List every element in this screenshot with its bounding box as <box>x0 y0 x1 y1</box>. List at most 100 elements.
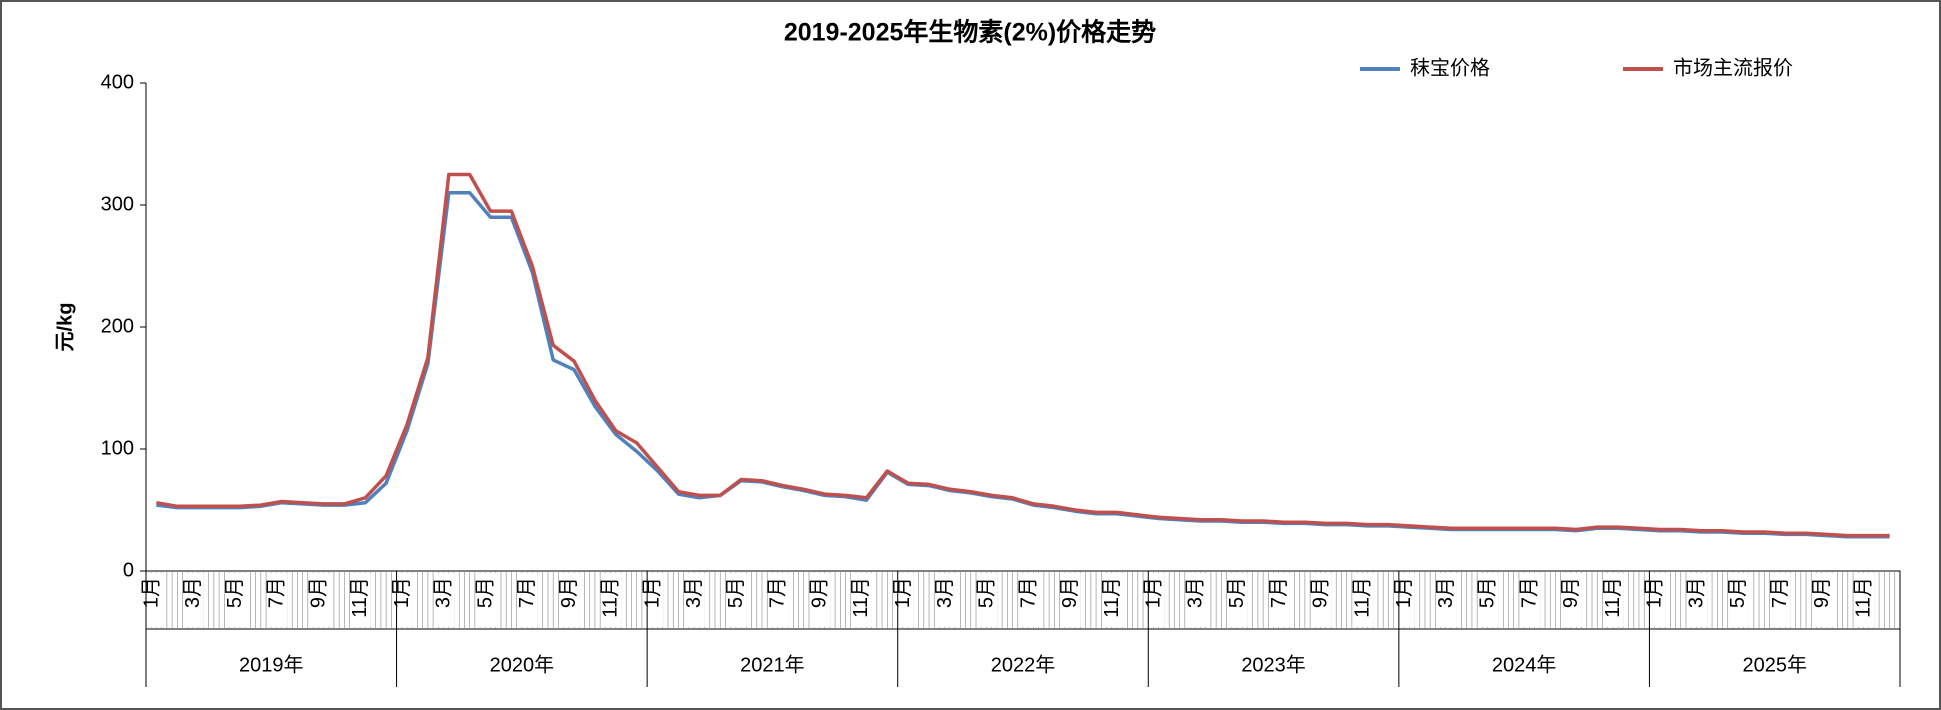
year-label: 2019年 <box>239 653 304 676</box>
x-label-bg <box>1854 573 1875 627</box>
year-label: 2022年 <box>991 653 1056 676</box>
x-tick-label: 7月 <box>1268 577 1290 608</box>
x-tick-label: 9月 <box>558 577 580 608</box>
x-label-bg <box>768 573 789 627</box>
y-tick-label: 100 <box>101 437 134 459</box>
x-tick-label: 7月 <box>1769 577 1791 608</box>
x-label-bg <box>183 573 204 627</box>
x-label-bg <box>476 573 497 627</box>
x-tick-label: 1月 <box>1143 577 1165 608</box>
x-tick-label: 7月 <box>767 577 789 608</box>
x-label-bg <box>1603 573 1624 627</box>
x-tick-label: 1月 <box>1644 577 1666 608</box>
x-label-bg <box>1144 573 1165 627</box>
x-label-bg <box>1561 573 1582 627</box>
series-line <box>156 172 1890 538</box>
y-tick-label: 200 <box>101 315 134 337</box>
x-tick-label: 9月 <box>1560 577 1582 608</box>
x-label-bg <box>601 573 622 627</box>
x-tick-label: 3月 <box>182 577 204 608</box>
x-label-bg <box>1687 573 1708 627</box>
x-tick-label: 11月 <box>600 577 622 618</box>
x-tick-label: 1月 <box>1393 577 1415 608</box>
x-tick-label: 9月 <box>1811 577 1833 608</box>
x-label-bg <box>392 573 413 627</box>
x-label-bg <box>309 573 330 627</box>
x-tick-label: 1月 <box>641 577 663 608</box>
x-label-bg <box>517 573 538 627</box>
x-tick-label: 3月 <box>934 577 956 608</box>
y-tick-label: 0 <box>123 559 134 581</box>
x-tick-label: 5月 <box>976 577 998 608</box>
x-tick-label: 5月 <box>725 577 747 608</box>
x-label-bg <box>1520 573 1541 627</box>
x-tick-label: 3月 <box>1685 577 1707 608</box>
x-label-bg <box>643 573 664 627</box>
x-tick-label: 11月 <box>1853 577 1875 618</box>
x-label-bg <box>1060 573 1081 627</box>
x-tick-label: 1月 <box>391 577 413 608</box>
x-label-bg <box>893 573 914 627</box>
x-tick-label: 9月 <box>1059 577 1081 608</box>
legend-label: 市场主流报价 <box>1673 56 1793 79</box>
x-label-bg <box>225 573 246 627</box>
x-label-bg <box>434 573 455 627</box>
year-label: 2021年 <box>740 653 805 676</box>
x-tick-label: 5月 <box>1477 577 1499 608</box>
x-label-bg <box>1394 573 1415 627</box>
x-label-bg <box>1478 573 1499 627</box>
x-label-bg <box>1770 573 1791 627</box>
y-tick-label: 300 <box>101 193 134 215</box>
x-label-bg <box>1353 573 1374 627</box>
x-tick-label: 11月 <box>1351 577 1373 618</box>
x-tick-label: 3月 <box>1184 577 1206 608</box>
year-label: 2024年 <box>1492 653 1557 676</box>
x-tick-label: 11月 <box>1602 577 1624 618</box>
x-tick-label: 7月 <box>516 577 538 608</box>
x-label-bg <box>142 573 162 627</box>
x-label-bg <box>726 573 747 627</box>
chart-title: 2019-2025年生物素(2%)价格走势 <box>784 18 1156 47</box>
x-label-bg <box>810 573 831 627</box>
x-label-bg <box>267 573 288 627</box>
x-label-bg <box>1728 573 1749 627</box>
x-label-bg <box>851 573 872 627</box>
x-label-bg <box>1645 573 1666 627</box>
x-tick-label: 3月 <box>433 577 455 608</box>
year-label: 2020年 <box>490 653 555 676</box>
x-tick-label: 5月 <box>474 577 496 608</box>
x-tick-label: 11月 <box>349 577 371 618</box>
x-tick-label: 9月 <box>808 577 830 608</box>
y-tick-label: 400 <box>101 71 134 93</box>
x-label-bg <box>935 573 956 627</box>
x-label-bg <box>1812 573 1833 627</box>
year-label: 2025年 <box>1742 653 1807 676</box>
x-tick-label: 7月 <box>1518 577 1540 608</box>
x-tick-label: 7月 <box>1017 577 1039 608</box>
x-label-bg <box>684 573 705 627</box>
x-label-bg <box>350 573 371 627</box>
x-label-bg <box>559 573 580 627</box>
x-label-bg <box>977 573 998 627</box>
x-label-bg <box>1186 573 1207 627</box>
x-tick-label: 7月 <box>266 577 288 608</box>
x-tick-label: 1月 <box>892 577 914 608</box>
x-label-bg <box>1227 573 1248 627</box>
x-tick-label: 11月 <box>1101 577 1123 618</box>
x-tick-label: 9月 <box>307 577 329 608</box>
x-tick-label: 5月 <box>224 577 246 608</box>
x-tick-label: 11月 <box>850 577 872 618</box>
x-label-bg <box>1311 573 1332 627</box>
x-tick-label: 9月 <box>1310 577 1332 608</box>
x-tick-label: 3月 <box>1435 577 1457 608</box>
x-label-bg <box>1269 573 1290 627</box>
x-label-bg <box>1019 573 1039 627</box>
year-label: 2023年 <box>1241 653 1306 676</box>
legend-label: 秣宝价格 <box>1410 56 1490 79</box>
x-tick-label: 5月 <box>1727 577 1749 608</box>
x-tick-label: 3月 <box>683 577 705 608</box>
y-axis-label: 元/kg <box>54 303 76 352</box>
x-tick-label: 5月 <box>1226 577 1248 608</box>
x-label-bg <box>1102 573 1123 627</box>
